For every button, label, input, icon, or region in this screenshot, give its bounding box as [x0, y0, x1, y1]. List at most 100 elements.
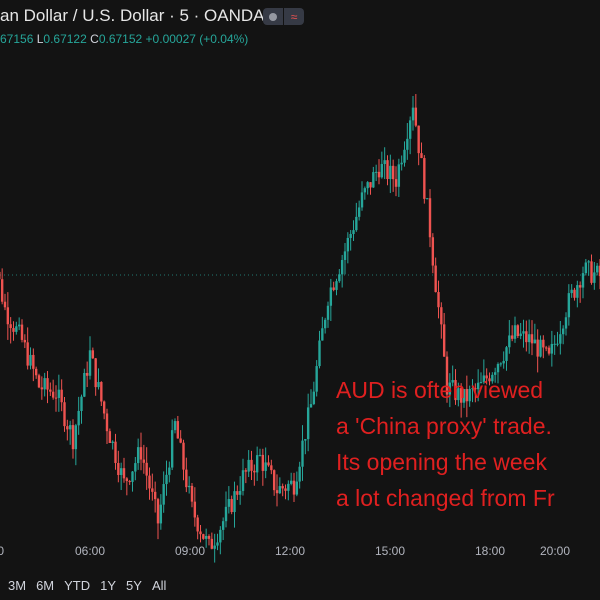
candle-body [389, 165, 392, 180]
candle-body [3, 301, 7, 308]
candle-body [159, 504, 163, 524]
candle-body [482, 375, 486, 383]
candle-body [43, 378, 46, 390]
candle-body [63, 402, 66, 427]
wave-badge[interactable]: ≈ [284, 8, 304, 25]
candle-body [408, 120, 412, 139]
candle-body [397, 164, 401, 187]
candle-body [335, 281, 338, 290]
x-tick-label: 12:00 [275, 544, 305, 558]
candle-body [153, 491, 157, 500]
candle-body [445, 356, 449, 395]
candle-body [111, 441, 114, 443]
candle-body [496, 364, 500, 373]
candle-body [151, 488, 154, 492]
candle-body [128, 481, 131, 483]
candle-body [593, 272, 596, 283]
candle-body [522, 331, 525, 334]
candle-body [23, 339, 27, 343]
candle-body [340, 259, 344, 275]
candle-body [272, 470, 276, 491]
candle-body [542, 339, 545, 348]
candle-body [119, 468, 123, 475]
candle-body [454, 379, 457, 401]
candle-body [440, 307, 443, 325]
candle-body [366, 182, 369, 189]
candle-body [190, 485, 194, 502]
candle-body [15, 326, 18, 332]
candle-body [553, 343, 556, 345]
candle-body [338, 274, 341, 282]
symbol-title[interactable]: an Dollar / U.S. Dollar · 5 · OANDA [0, 6, 265, 25]
status-dot-badge[interactable] [263, 8, 283, 25]
candle-body [136, 447, 140, 464]
candle-body [241, 470, 245, 491]
range-3m[interactable]: 3M [8, 578, 27, 593]
status-badges: ≈ [263, 8, 304, 25]
candle-body [179, 438, 182, 443]
candle-body [527, 334, 531, 343]
candle-body [550, 343, 554, 354]
candle-body [219, 529, 222, 543]
candle-body [559, 334, 562, 344]
candle-body [156, 499, 160, 524]
candle-body [584, 262, 588, 274]
candle-body [173, 421, 177, 431]
candle-body [304, 439, 307, 441]
candle-body [221, 521, 225, 530]
candle-body [318, 340, 321, 367]
candle-body [250, 459, 253, 471]
candle-body [210, 538, 214, 549]
range-all[interactable]: All [151, 578, 167, 593]
candle-body [491, 374, 494, 382]
candle-body [581, 273, 585, 288]
candle-body [94, 358, 97, 388]
candle-body [573, 289, 576, 298]
low-value: 0.67122 [43, 32, 87, 46]
candle-body [391, 165, 395, 180]
candle-body [326, 305, 330, 320]
candle-body [261, 454, 265, 471]
candle-body [479, 382, 483, 384]
candle-body [312, 391, 316, 405]
candle-body [516, 325, 520, 336]
candle-body [306, 407, 310, 440]
candle-body [590, 261, 593, 283]
range-ytd[interactable]: YTD [64, 578, 91, 593]
candle-body [377, 171, 381, 178]
candle-body [216, 542, 219, 546]
candle-body [37, 375, 41, 388]
candle-body [360, 192, 364, 208]
candle-body [468, 388, 471, 402]
candle-body [57, 389, 61, 398]
candle-body [493, 372, 497, 375]
x-tick-label: 0 [0, 544, 4, 558]
candle-body [102, 401, 106, 414]
candle-body [298, 466, 301, 482]
candle-body [301, 440, 304, 467]
candle-body [329, 287, 333, 306]
candle-body [85, 372, 89, 376]
annotation-line: Its opening the week [336, 449, 547, 475]
candle-body [12, 328, 15, 332]
candle-body [162, 484, 165, 505]
candle-body [346, 237, 350, 252]
candle-body [471, 388, 474, 390]
candle-body [270, 465, 273, 471]
range-5y[interactable]: 5Y [126, 578, 142, 593]
annotation-line: AUD is often viewed [336, 377, 544, 403]
candles-group [0, 94, 600, 563]
candle-body [533, 339, 537, 344]
candle-body [6, 307, 10, 325]
candle-body [224, 506, 228, 522]
x-axis: 0 06:00 09:00 12:00 15:00 18:00 20:00 [0, 544, 570, 558]
candle-body [394, 179, 398, 187]
range-6m[interactable]: 6M [36, 578, 55, 593]
candle-body [386, 160, 389, 180]
candle-body [176, 421, 180, 439]
candle-body [352, 230, 355, 235]
annotation-line: a lot changed from Fr [336, 485, 555, 511]
range-1y[interactable]: 1Y [100, 578, 117, 593]
candle-body [17, 324, 21, 327]
